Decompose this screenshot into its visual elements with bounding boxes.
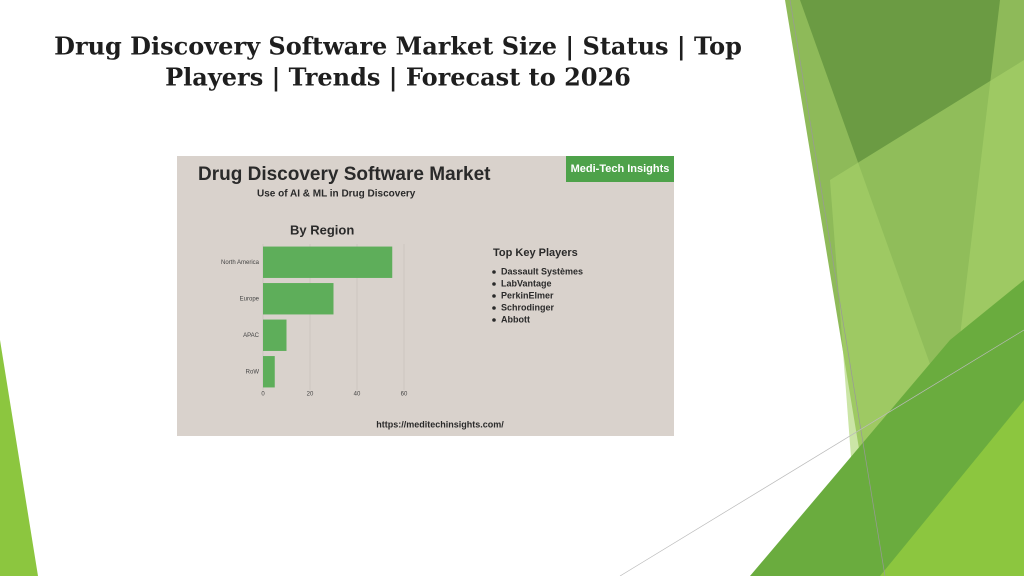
- bullet: [492, 270, 496, 274]
- bullet: [492, 294, 496, 298]
- y-tick-label: North America: [221, 260, 260, 266]
- url: https://meditechinsights.com/: [376, 419, 504, 429]
- brand: Medi-Tech Insights: [571, 163, 670, 175]
- x-tick-label: 0: [261, 392, 265, 398]
- slide-title: Players | Trends | Forecast to 2026: [165, 63, 631, 92]
- infographic: Medi-Tech Insights Drug Discovery Softwa…: [177, 156, 674, 436]
- bar: [263, 283, 334, 315]
- x-tick-label: 20: [307, 392, 314, 398]
- slide-title: Drug Discovery Software Market Size | St…: [54, 32, 742, 61]
- image-bg: [177, 156, 674, 436]
- image-heading: Drug Discovery Software Market: [198, 164, 491, 185]
- bar: [263, 319, 287, 351]
- player: PerkinElmer: [501, 290, 554, 300]
- image-subheading: Use of AI & ML in Drug Discovery: [257, 189, 416, 200]
- x-tick-label: 40: [354, 392, 361, 398]
- bar: [263, 356, 275, 388]
- bar: [263, 246, 393, 278]
- bullet: [492, 282, 496, 286]
- chart-title: By Region: [290, 222, 354, 237]
- decor: [880, 400, 1024, 576]
- x-tick-label: 60: [401, 392, 408, 398]
- decor-line: [619, 329, 1024, 576]
- y-tick-label: Europe: [240, 296, 260, 302]
- player: Abbott: [501, 314, 530, 324]
- player: Dassault Systèmes: [501, 266, 583, 276]
- bullet: [492, 318, 496, 322]
- y-tick-label: APAC: [243, 333, 260, 339]
- player: Schrodinger: [501, 302, 555, 312]
- decor-line: [789, 0, 886, 576]
- players-title: Top Key Players: [493, 247, 578, 259]
- brand-bg: [566, 156, 674, 182]
- bullet: [492, 306, 496, 310]
- decor: [0, 340, 38, 576]
- y-tick-label: RoW: [246, 369, 260, 375]
- player: LabVantage: [501, 278, 552, 288]
